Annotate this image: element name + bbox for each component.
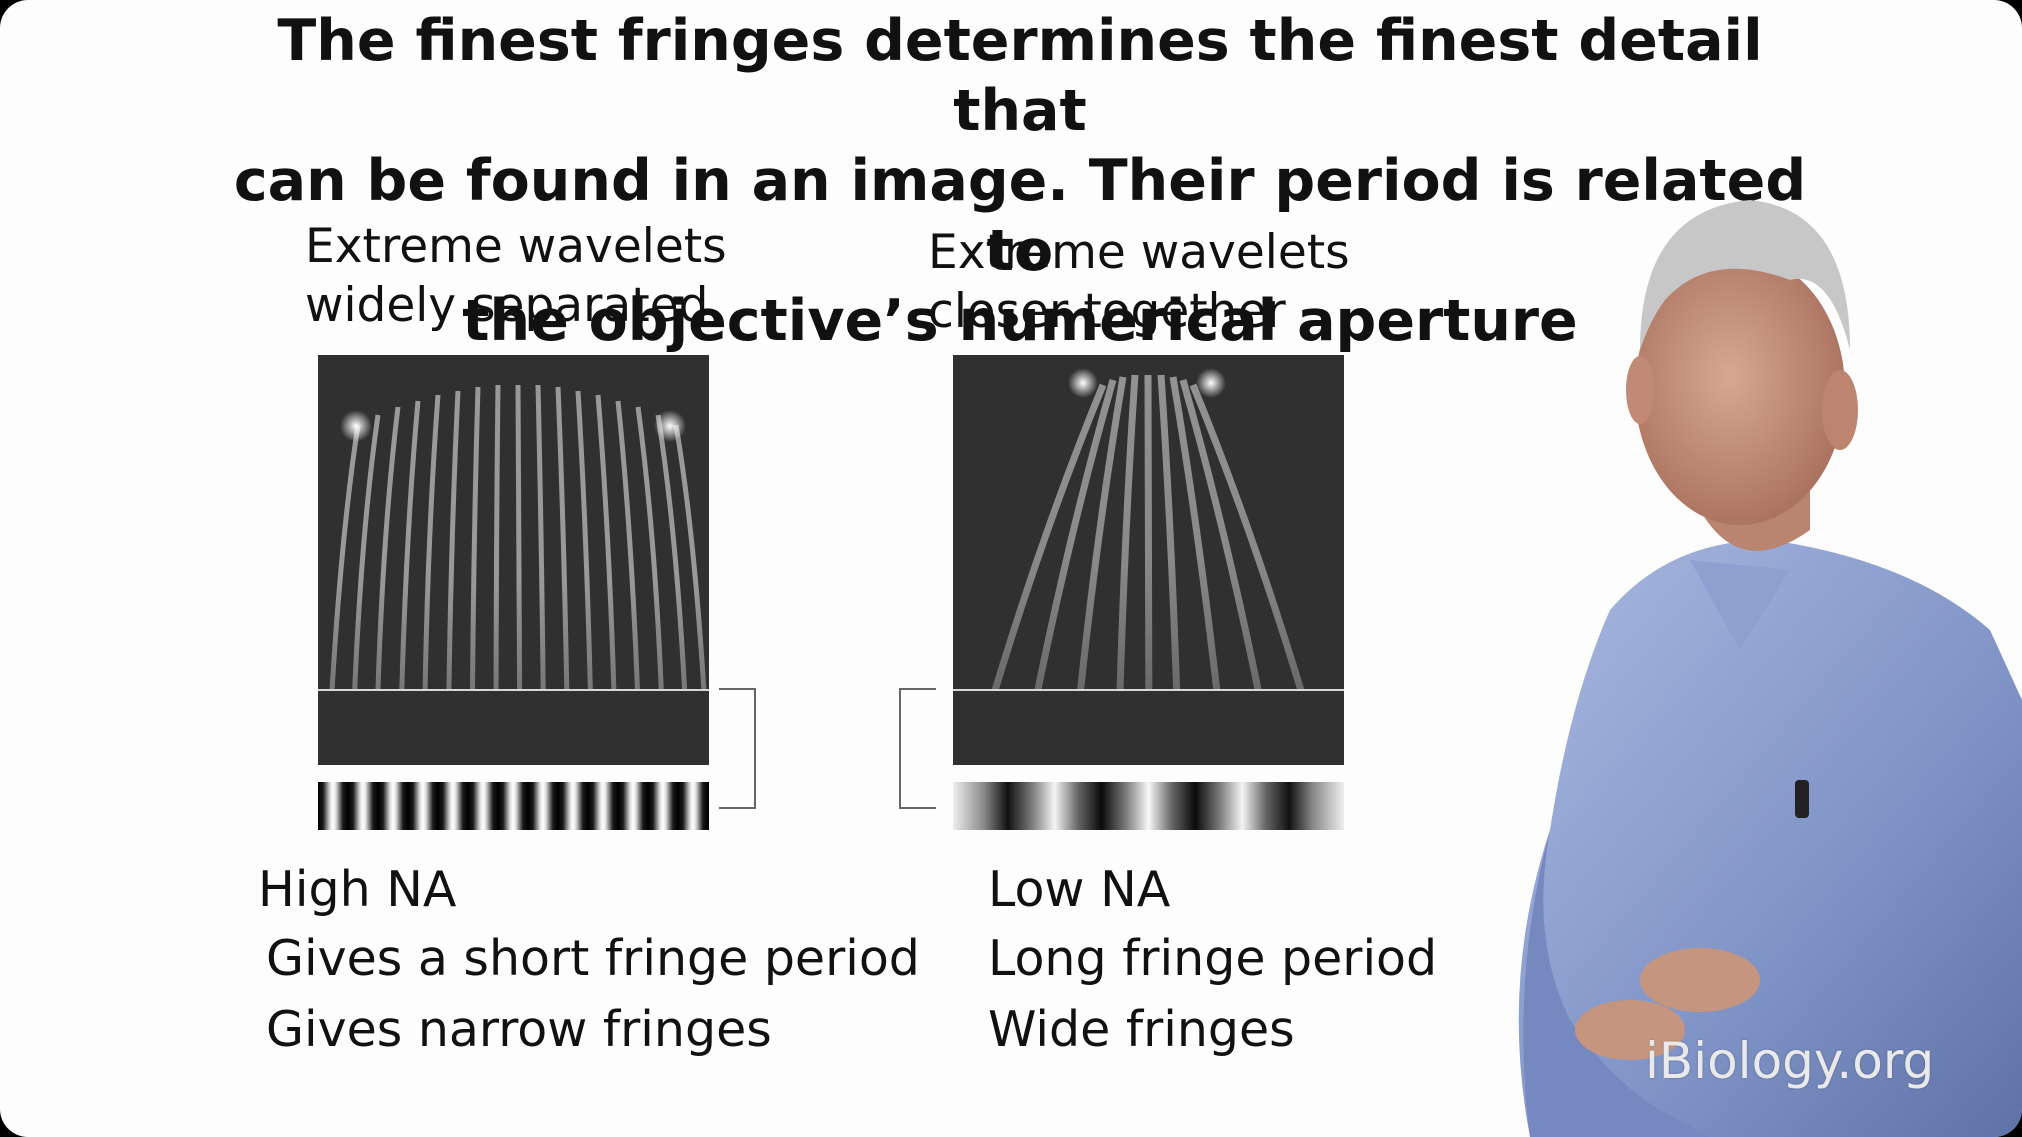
low-na-point-1: Long fringe period	[988, 930, 1438, 987]
right-bracket	[899, 688, 936, 809]
right-caption-line-1: Extreme wavelets	[928, 225, 1350, 280]
right-caption-line-2: closer together	[928, 284, 1286, 339]
low-na-point-2: Wide fringes	[988, 1001, 1295, 1058]
high-na-point-2: Gives narrow fringes	[266, 1001, 772, 1058]
right-caption: Extreme wavelets closer together	[928, 223, 1350, 341]
speaker	[1518, 200, 2022, 1137]
high-na-heading: High NA	[258, 861, 457, 918]
slide-title-line-3: the objective’s numerical aperture	[462, 288, 1578, 354]
left-caption-line-2: widely separated	[305, 278, 709, 333]
ibiology-watermark: iBiology.org	[1645, 1032, 1935, 1090]
left-caption-line-1: Extreme wavelets	[305, 219, 727, 274]
high-na-point-1: Gives a short fringe period	[266, 930, 920, 987]
low-na-heading: Low NA	[988, 861, 1171, 918]
left-caption: Extreme wavelets widely separated	[305, 217, 727, 335]
left-bracket	[719, 688, 756, 809]
high-na-interference-image	[318, 355, 709, 765]
low-na-interference-image	[953, 355, 1344, 765]
high-na-fringe-profile	[318, 782, 709, 830]
slide-title: The finest fringes determines the finest…	[220, 6, 1820, 356]
slide-title-line-2: can be found in an image. Their period i…	[233, 148, 1807, 284]
low-na-fringe-profile	[953, 782, 1344, 830]
slide-title-line-1: The finest fringes determines the finest…	[277, 8, 1763, 144]
